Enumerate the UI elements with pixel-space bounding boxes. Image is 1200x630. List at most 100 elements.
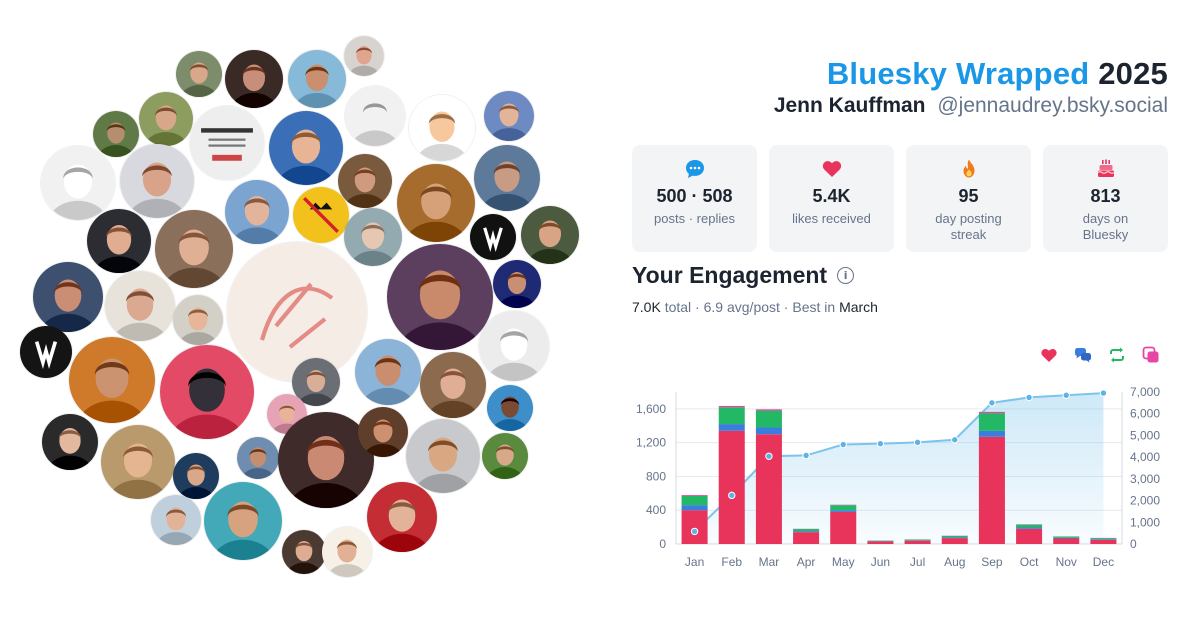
avatar[interactable] [101,425,175,499]
stat-value-posts: 500 · 508 [656,186,733,206]
sketch-image[interactable] [227,242,367,382]
avatar[interactable] [42,414,98,470]
legend-replies-reply-bubbles-icon[interactable] [1074,346,1092,364]
book-cover-image[interactable] [190,106,264,180]
avatar[interactable] [420,352,486,418]
avatar[interactable] [139,92,193,146]
x-tick-label: Jul [910,555,925,569]
avatar[interactable] [269,111,343,185]
avatar[interactable] [288,50,346,108]
avatar[interactable] [474,145,540,211]
no-kings-badge[interactable] [293,187,349,243]
x-tick-label: Oct [1020,555,1039,569]
avatar[interactable] [225,180,289,244]
bar-replies [978,430,1005,437]
engagement-total: 7.0K [632,299,661,315]
y-tick-label-right: 5,000 [1130,428,1160,442]
avatar[interactable] [151,495,201,545]
cumulative-point [802,451,810,460]
avatar[interactable] [387,244,493,350]
page-title: Bluesky Wrapped 2025 [827,56,1168,92]
y-tick-label-left: 400 [646,503,666,517]
bar-reposts [1016,524,1043,528]
avatar[interactable] [338,154,392,208]
stat-label-likes: likes received [792,211,871,226]
avatar[interactable] [204,482,282,560]
user-identity: Jenn Kauffman @jennaudrey.bsky.social [774,94,1168,118]
avatar[interactable] [93,111,139,157]
y-tick-label-right: 3,000 [1130,472,1160,486]
avatar[interactable] [344,208,402,266]
avatar[interactable] [344,36,384,76]
bar-likes [830,511,857,544]
x-tick-label: Nov [1056,555,1077,569]
avatar[interactable] [479,311,549,381]
legend-reposts-repost-icon[interactable] [1108,346,1126,364]
bar-likes [867,541,894,544]
avatar[interactable] [155,210,233,288]
stat-card-days: 813 days on Bluesky [1043,145,1168,252]
avatar[interactable] [105,271,175,341]
newspaper-logo[interactable] [20,326,72,378]
avatar[interactable] [322,527,372,577]
stat-value-likes: 5.4K [812,186,851,206]
newspaper-logo[interactable] [470,214,516,260]
bar-quotes [718,405,745,408]
bar-likes [718,430,745,544]
bar-reposts [1090,538,1117,540]
avatar[interactable] [176,51,222,97]
cumulative-point [690,527,699,536]
x-tick-label: Mar [759,555,780,569]
avatar[interactable] [521,206,579,264]
cumulative-point [728,491,736,500]
legend-quotes-quote-icon[interactable] [1142,346,1160,364]
avatar[interactable] [487,385,533,431]
avatar[interactable] [282,530,326,574]
title-brand: Bluesky Wrapped [826,56,1090,91]
bar-likes [1016,528,1043,544]
bar-likes [1053,538,1080,544]
avatar[interactable] [87,209,151,273]
cumulative-point [765,452,773,460]
avatar[interactable] [409,95,475,161]
info-icon[interactable]: i [837,267,855,284]
avatar[interactable] [355,339,421,405]
user-handle[interactable]: @jennaudrey.bsky.social [937,94,1168,117]
avatar[interactable] [406,419,480,493]
bar-reposts [904,539,931,541]
avatar[interactable] [160,345,254,439]
avatar[interactable] [397,164,475,242]
engagement-title: Your Engagement i [632,262,855,289]
stat-label-days: days on Bluesky [1082,211,1129,242]
bar-likes [941,538,968,544]
bar-likes [681,510,708,544]
bar-quotes [755,409,782,411]
bar-reposts [793,529,820,532]
y-tick-label-right: 6,000 [1130,407,1160,421]
avatar[interactable] [358,407,408,457]
cumulative-point [1099,389,1108,397]
x-tick-label: Apr [797,555,816,569]
avatar[interactable] [173,453,219,499]
avatar[interactable] [345,86,405,146]
avatar-cloud [20,36,579,577]
avatar[interactable] [484,91,534,141]
avatar[interactable] [493,260,541,308]
stat-value-streak: 95 [958,186,979,206]
speech-bubble-icon [632,158,757,180]
title-year: 2025 [1098,56,1168,91]
avatar[interactable] [120,144,194,218]
avatar[interactable] [367,482,437,552]
x-tick-label: Dec [1093,555,1114,569]
avatar[interactable] [69,337,155,423]
legend-likes-heart-icon[interactable] [1040,346,1058,364]
avatar[interactable] [173,295,223,345]
avatar[interactable] [237,437,279,479]
avatar[interactable] [33,262,103,332]
avatar[interactable] [41,146,115,220]
y-tick-label-right: 0 [1130,537,1137,551]
bar-replies [830,510,857,512]
bar-reposts [867,540,894,542]
avatar[interactable] [225,50,283,108]
avatar[interactable] [482,433,528,479]
